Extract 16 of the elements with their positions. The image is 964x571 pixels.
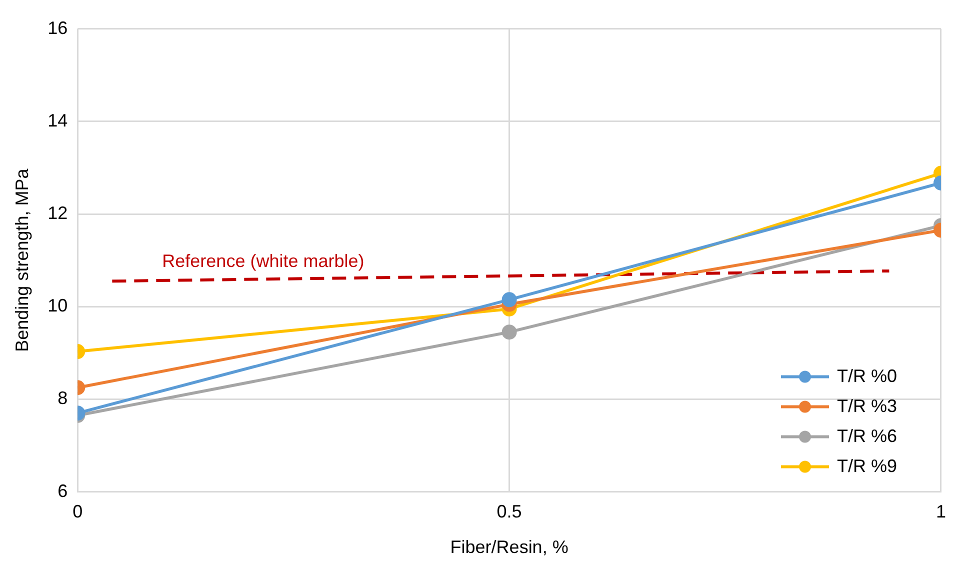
legend-label: T/R %6 — [836, 426, 898, 446]
series-label: Reference (white marble) — [162, 251, 364, 272]
x-tick-label: 0.5 — [496, 502, 522, 522]
legend-label: T/R %0 — [836, 366, 898, 386]
legend-label: T/R %9 — [836, 456, 898, 476]
x-tick-label: 0 — [72, 502, 83, 522]
legend-label: T/R %3 — [836, 396, 898, 416]
y-tick-label: 16 — [48, 18, 68, 38]
y-tick-label: 12 — [48, 202, 68, 223]
x-axis-title: Fiber/Resin, % — [450, 537, 568, 558]
y-axis-title: Bending strength, MPa — [12, 168, 32, 352]
y-tick-label: 8 — [58, 388, 68, 408]
y-tick-label: 14 — [48, 110, 68, 130]
y-tick-label: 6 — [58, 480, 68, 501]
y-tick-label: 10 — [48, 296, 68, 316]
x-tick-label: 1 — [936, 502, 946, 522]
